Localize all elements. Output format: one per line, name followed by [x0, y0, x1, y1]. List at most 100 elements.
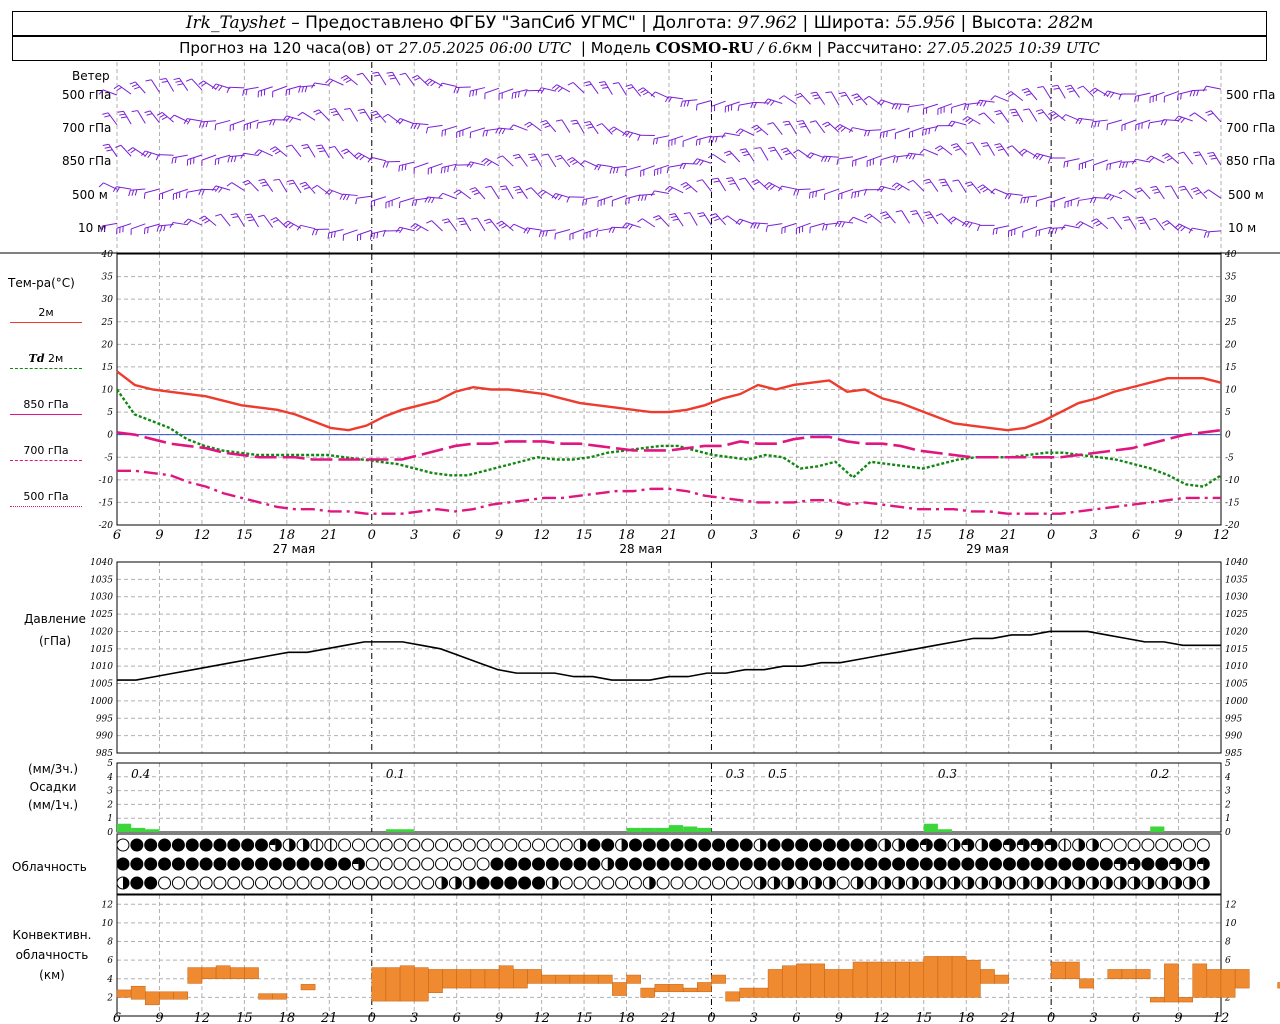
wind-barb-staff — [498, 88, 514, 95]
wind-barb-staff — [275, 217, 288, 229]
cloud-symbol — [282, 857, 296, 871]
cloud-symbol — [933, 876, 947, 890]
cloud-symbol — [615, 857, 629, 871]
cloud-symbol-circle — [435, 838, 449, 852]
wind-barb-feather — [778, 185, 783, 192]
wind-barb-staff — [173, 188, 188, 195]
wind-barb-feather — [1103, 90, 1108, 97]
wind-barb-staff — [1027, 88, 1038, 101]
wind-barb-feather — [485, 185, 492, 188]
wind-barb-feather — [346, 194, 350, 201]
wind-barb-feather — [399, 227, 404, 234]
wind-barb-feather — [699, 214, 706, 218]
wind-barb-staff — [1051, 196, 1066, 203]
wind-barb-feather — [1177, 225, 1183, 230]
wind-barb-feather — [282, 115, 288, 121]
prec-ytick-right-3: 3 — [1225, 787, 1231, 797]
temp-xtick-24: 6 — [1132, 528, 1140, 543]
wind-barb-staff — [1022, 195, 1038, 199]
wind-barb-feather — [1139, 222, 1147, 225]
wind-barb-feather — [768, 146, 775, 149]
conv-bar — [753, 987, 769, 998]
temp-ytick-left-0: -20 — [99, 521, 114, 531]
wind-barb-feather — [825, 224, 828, 231]
cloud-symbol — [1155, 857, 1169, 871]
legend-t700-text: 700 гПа — [23, 444, 69, 457]
wind-barb-feather — [472, 90, 475, 97]
conv-xtick-2: 12 — [194, 1011, 211, 1024]
cloud-symbol-circle — [739, 838, 753, 852]
wind-barb-feather — [585, 198, 588, 205]
wind-barb-feather — [637, 195, 641, 202]
wind-barb-staff — [1163, 119, 1179, 122]
wind-barb-staff — [371, 229, 387, 235]
cloud-symbol — [1044, 857, 1058, 871]
cloud-symbol-circle — [601, 876, 615, 890]
conv-bar — [796, 963, 811, 998]
wind-barb-staff — [739, 218, 755, 225]
wind-barb-feather — [1038, 229, 1041, 236]
wind-barb-staff — [702, 212, 712, 226]
wind-barb-feather — [376, 232, 379, 239]
wind-barb-staff — [442, 192, 457, 200]
wind-barb-staff — [1192, 227, 1207, 232]
precip-bar — [626, 827, 641, 832]
cloud-symbol-circle — [351, 838, 365, 852]
wind-barb-feather — [313, 109, 320, 113]
wind-barb-staff — [385, 196, 401, 203]
cloud-symbol-circle — [407, 838, 421, 852]
wind-barb-staff — [896, 182, 910, 191]
wind-barb-feather — [1160, 119, 1165, 126]
cloud-symbol-circle — [338, 838, 352, 852]
wind-barb-feather — [299, 181, 306, 185]
wind-barb-feather — [1106, 194, 1112, 200]
wind-barb-feather — [389, 77, 396, 80]
cloud-symbol — [1196, 857, 1210, 871]
cloud-symbol-circle — [338, 857, 352, 871]
cloud-symbol-circle — [947, 857, 961, 871]
cloud-symbol — [1044, 876, 1058, 890]
cloud-symbol — [116, 857, 130, 871]
wind-barb-feather — [501, 224, 508, 229]
cloud-symbol-fill — [455, 877, 462, 889]
wind-barb-feather — [469, 187, 476, 191]
wind-barb-feather — [524, 90, 528, 97]
wind-barb-feather — [877, 185, 882, 192]
cloud-symbol — [850, 876, 864, 890]
wind-barb-feather — [311, 184, 318, 190]
wind-barb-staff — [130, 188, 146, 191]
wind-barb-feather — [966, 142, 973, 145]
cloud-symbol-circle — [684, 838, 698, 852]
cloud-symbol — [1141, 838, 1155, 852]
wind-barb-staff — [626, 165, 641, 171]
wind-barb-feather — [697, 212, 704, 215]
prec-ytick-left-2: 2 — [106, 800, 113, 810]
wind-barb-staff — [1007, 193, 1023, 196]
wind-barb-feather — [557, 87, 563, 93]
wind-level-right-500hpa: 500 гПа — [1226, 88, 1276, 102]
cloud-symbol-circle — [809, 838, 822, 852]
legend-td2m: Td 2м — [10, 352, 82, 369]
cloud-symbol — [559, 838, 573, 852]
wind-barb-staff — [1142, 216, 1151, 231]
wind-barb-staff — [257, 119, 273, 124]
model-res-unit: км — [791, 39, 813, 57]
wind-barb-feather — [652, 138, 655, 145]
pres-ytick-left-5: 1010 — [90, 662, 113, 672]
temp-xtick-1: 9 — [155, 528, 163, 543]
wind-barb-staff — [781, 185, 797, 190]
wind-barb-staff — [1184, 185, 1194, 200]
cloud-symbol-circle — [781, 838, 795, 852]
wind-barb-staff — [1155, 186, 1165, 200]
wind-barb-feather — [750, 102, 754, 109]
wind-barb-feather — [722, 215, 728, 220]
wind-barb-feather — [1161, 153, 1168, 157]
wind-barb-staff — [880, 128, 896, 134]
wind-barb-feather — [880, 100, 885, 106]
wind-barb-feather — [965, 181, 972, 185]
wind-barb-feather — [117, 110, 124, 113]
alt-value: 282 — [1047, 13, 1081, 33]
cloud-symbol-fill — [303, 839, 310, 851]
cloud-symbol-circle — [615, 857, 629, 871]
wind-barb-staff — [1183, 151, 1194, 165]
